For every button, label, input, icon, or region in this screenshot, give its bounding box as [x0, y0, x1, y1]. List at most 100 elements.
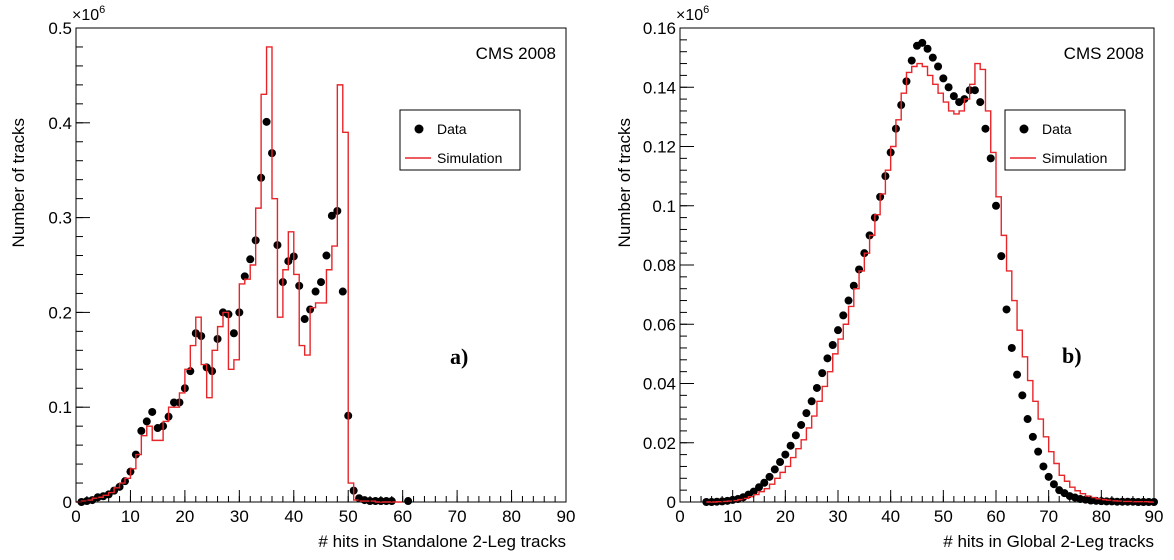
y-tick-label: 0.3 — [48, 209, 72, 228]
data-point — [148, 407, 157, 416]
legend-a: Data Simulation — [399, 109, 521, 171]
data-point — [997, 252, 1006, 261]
data-point — [812, 383, 821, 392]
data-point — [338, 287, 347, 296]
x-tick-label: 20 — [175, 507, 194, 526]
cms-annotation-b: CMS 2008 — [1064, 44, 1144, 63]
panel-b: 0 10 20 30 40 50 60 70 80 90 0 0.02 0.04 0.06 0.08 0.1 0… — [615, 4, 1163, 551]
x-tick-label: 90 — [557, 507, 576, 526]
data-point — [755, 483, 763, 492]
data-point — [770, 465, 779, 474]
data-point — [981, 124, 990, 133]
x-tick-label: 10 — [121, 507, 140, 526]
panel-label-b: b) — [1062, 343, 1082, 368]
panel-a: 0 10 20 30 40 50 60 70 80 90 0 0.1 0.2 0.3 0.4 0.5 ×106… — [9, 4, 575, 551]
data-point — [327, 211, 336, 220]
y-tick-label: 0.1 — [48, 398, 72, 417]
plot-frame — [75, 27, 567, 503]
legend-b: Data Simulation — [1004, 109, 1126, 171]
data-point — [317, 278, 325, 287]
legend-data-label-a: Data — [437, 121, 467, 137]
legend-simulation-label-a: Simulation — [437, 150, 502, 166]
data-point — [781, 450, 790, 459]
data-point — [844, 296, 853, 305]
data-point — [928, 53, 937, 62]
legend-data-marker-b — [1019, 124, 1029, 134]
legend-data-label-b: Data — [1042, 121, 1072, 137]
data-point — [823, 354, 832, 363]
x-tick-label: 70 — [448, 507, 467, 526]
data-point — [404, 497, 413, 506]
data-point — [1039, 462, 1048, 471]
data-point — [807, 397, 816, 406]
data-point — [907, 56, 916, 65]
data-point — [1049, 480, 1058, 489]
data-point — [240, 272, 249, 281]
y-tick-label: 0.4 — [48, 114, 72, 133]
data-point — [760, 478, 769, 487]
data-point — [1013, 370, 1022, 379]
data-point — [923, 44, 932, 53]
data-point — [142, 417, 151, 426]
data-point — [300, 315, 309, 324]
data-point — [749, 487, 758, 496]
data-point — [939, 74, 948, 83]
data-point — [934, 62, 943, 71]
y-tick-label: 0 — [63, 493, 72, 512]
legend-simulation-label-b: Simulation — [1042, 150, 1107, 166]
plot-frame — [679, 27, 1155, 503]
x-tick-label: 0 — [71, 507, 80, 526]
data-point — [786, 441, 795, 450]
y-axis-label-a: Number of tracks — [9, 118, 28, 247]
y-tick-label: 0.04 — [643, 375, 676, 394]
data-point — [944, 83, 953, 92]
data-point — [949, 92, 958, 101]
y-exponent-a: ×106 — [72, 4, 105, 24]
y-tick-label: 0.12 — [643, 138, 676, 157]
y-axis-label-b: Number of tracks — [615, 118, 634, 247]
x-axis-label-b: # hits in Global 2-Leg tracks — [943, 532, 1154, 551]
simulation-histogram — [706, 62, 1154, 503]
data-point — [818, 369, 827, 378]
data-point — [1007, 343, 1016, 352]
data-point — [992, 201, 1000, 210]
legend-box-b — [1004, 109, 1126, 171]
ticks-a: 0 10 20 30 40 50 60 70 80 90 0 0.1 0.2 0.3 0.4 0.5 — [48, 19, 575, 526]
y-tick-label: 0.06 — [643, 315, 676, 334]
y-tick-label: 0.02 — [643, 434, 676, 453]
data-point — [322, 251, 331, 260]
data-point — [976, 98, 985, 107]
y-tick-label: 0.16 — [643, 19, 676, 38]
x-tick-label: 20 — [776, 507, 795, 526]
x-tick-label: 80 — [502, 507, 521, 526]
x-tick-label: 80 — [1092, 507, 1111, 526]
data-point — [1023, 415, 1032, 424]
data-point — [776, 458, 785, 467]
x-tick-label: 30 — [230, 507, 249, 526]
marks-b — [702, 38, 1158, 506]
x-tick-label: 40 — [284, 507, 303, 526]
y-tick-label: 0.5 — [48, 19, 72, 38]
data-point — [765, 472, 774, 481]
marks-a — [76, 46, 413, 506]
x-tick-label: 0 — [675, 507, 684, 526]
plot-area-a — [75, 27, 567, 503]
legend-data-marker-a — [414, 124, 424, 134]
x-tick-label: 60 — [987, 507, 1006, 526]
legend-box-a — [399, 109, 521, 171]
x-tick-label: 50 — [339, 507, 358, 526]
data-point — [1034, 447, 1043, 456]
y-tick-label: 0.2 — [48, 303, 72, 322]
data-point — [1018, 391, 1027, 400]
x-tick-label: 90 — [1145, 507, 1164, 526]
data-point — [137, 426, 146, 435]
y-tick-label: 0 — [667, 493, 676, 512]
data-point — [311, 287, 320, 296]
data-point — [970, 86, 979, 95]
x-tick-label: 10 — [723, 507, 742, 526]
data-point — [1002, 305, 1011, 314]
data-point — [791, 431, 800, 440]
x-tick-label: 40 — [881, 507, 900, 526]
